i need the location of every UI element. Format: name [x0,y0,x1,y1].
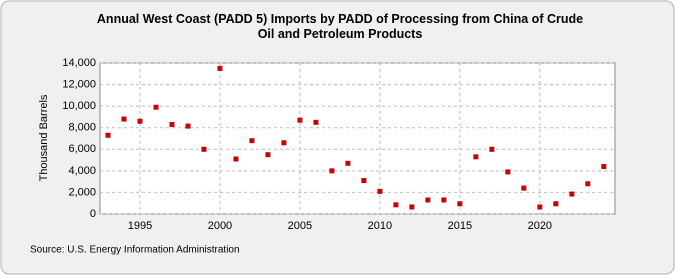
point [153,104,159,110]
source: Source: U.S. Energy Information Administ… [30,245,240,256]
y-tick-label: 2,000 [68,186,96,198]
y-tick-label: 8,000 [68,122,96,134]
point [345,160,351,166]
point [505,169,511,175]
point [521,185,527,191]
point [425,197,431,203]
point [105,132,111,138]
point [585,181,591,187]
chart-title: Annual West Coast (PADD 5) Imports by PA… [97,12,583,41]
y-axis-title: Thousand Barrels [38,94,50,181]
plot-area [99,62,616,215]
point [457,201,463,207]
y-tick-label: 4,000 [68,165,96,177]
point [361,178,367,184]
point [217,65,223,71]
x-tick-label: 2015 [448,220,472,232]
y-tick-label: 12,000 [62,78,96,90]
point [233,156,239,162]
x-tick-label: 2005 [288,220,312,232]
point [489,146,495,152]
point [329,168,335,174]
point [441,197,447,203]
x-tick-label: 2010 [368,220,392,232]
point [601,164,607,170]
point [409,204,415,210]
point [297,117,303,123]
point [201,146,207,152]
point [393,202,399,208]
point [569,191,575,197]
x-tick-label: 1995 [128,220,152,232]
point [473,154,479,160]
point [281,140,287,146]
y-tick-label: 10,000 [62,100,96,112]
point [537,204,543,210]
point [137,118,143,124]
point [249,138,255,144]
x-tick-label: 2020 [528,220,552,232]
y-tick-label: 6,000 [68,143,96,155]
y-tick-label: 0 [90,208,96,220]
point [313,119,319,125]
point [169,121,175,127]
point [377,188,383,194]
x-tick-label: 2000 [208,220,232,232]
point [185,123,191,129]
point [265,152,271,158]
y-tick-label: 14,000 [62,57,96,69]
point [553,201,559,207]
point [121,116,127,122]
